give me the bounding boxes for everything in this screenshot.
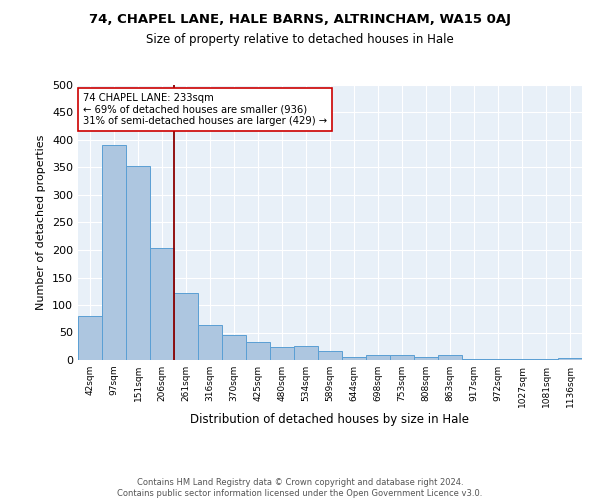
Bar (414, 357, 438, 360)
Bar (198, 326, 222, 360)
Bar (78, 316, 102, 360)
Bar (150, 248, 174, 360)
Bar (366, 354, 390, 360)
Text: Contains HM Land Registry data © Crown copyright and database right 2024.
Contai: Contains HM Land Registry data © Crown c… (118, 478, 482, 498)
Bar (558, 358, 582, 360)
Text: 74 CHAPEL LANE: 233sqm
← 69% of detached houses are smaller (936)
31% of semi-de: 74 CHAPEL LANE: 233sqm ← 69% of detached… (83, 93, 327, 126)
Bar (174, 293, 198, 360)
Bar (318, 351, 342, 360)
Bar (126, 166, 150, 360)
Bar (342, 357, 366, 360)
Text: 74, CHAPEL LANE, HALE BARNS, ALTRINCHAM, WA15 0AJ: 74, CHAPEL LANE, HALE BARNS, ALTRINCHAM,… (89, 12, 511, 26)
Bar (222, 335, 246, 360)
Bar (390, 355, 414, 360)
Bar (294, 346, 318, 360)
Bar (438, 355, 462, 360)
Bar (270, 348, 294, 360)
Y-axis label: Number of detached properties: Number of detached properties (37, 135, 46, 310)
Bar (462, 359, 486, 360)
Bar (102, 146, 126, 360)
Bar (246, 342, 270, 360)
X-axis label: Distribution of detached houses by size in Hale: Distribution of detached houses by size … (191, 412, 470, 426)
Text: Size of property relative to detached houses in Hale: Size of property relative to detached ho… (146, 32, 454, 46)
